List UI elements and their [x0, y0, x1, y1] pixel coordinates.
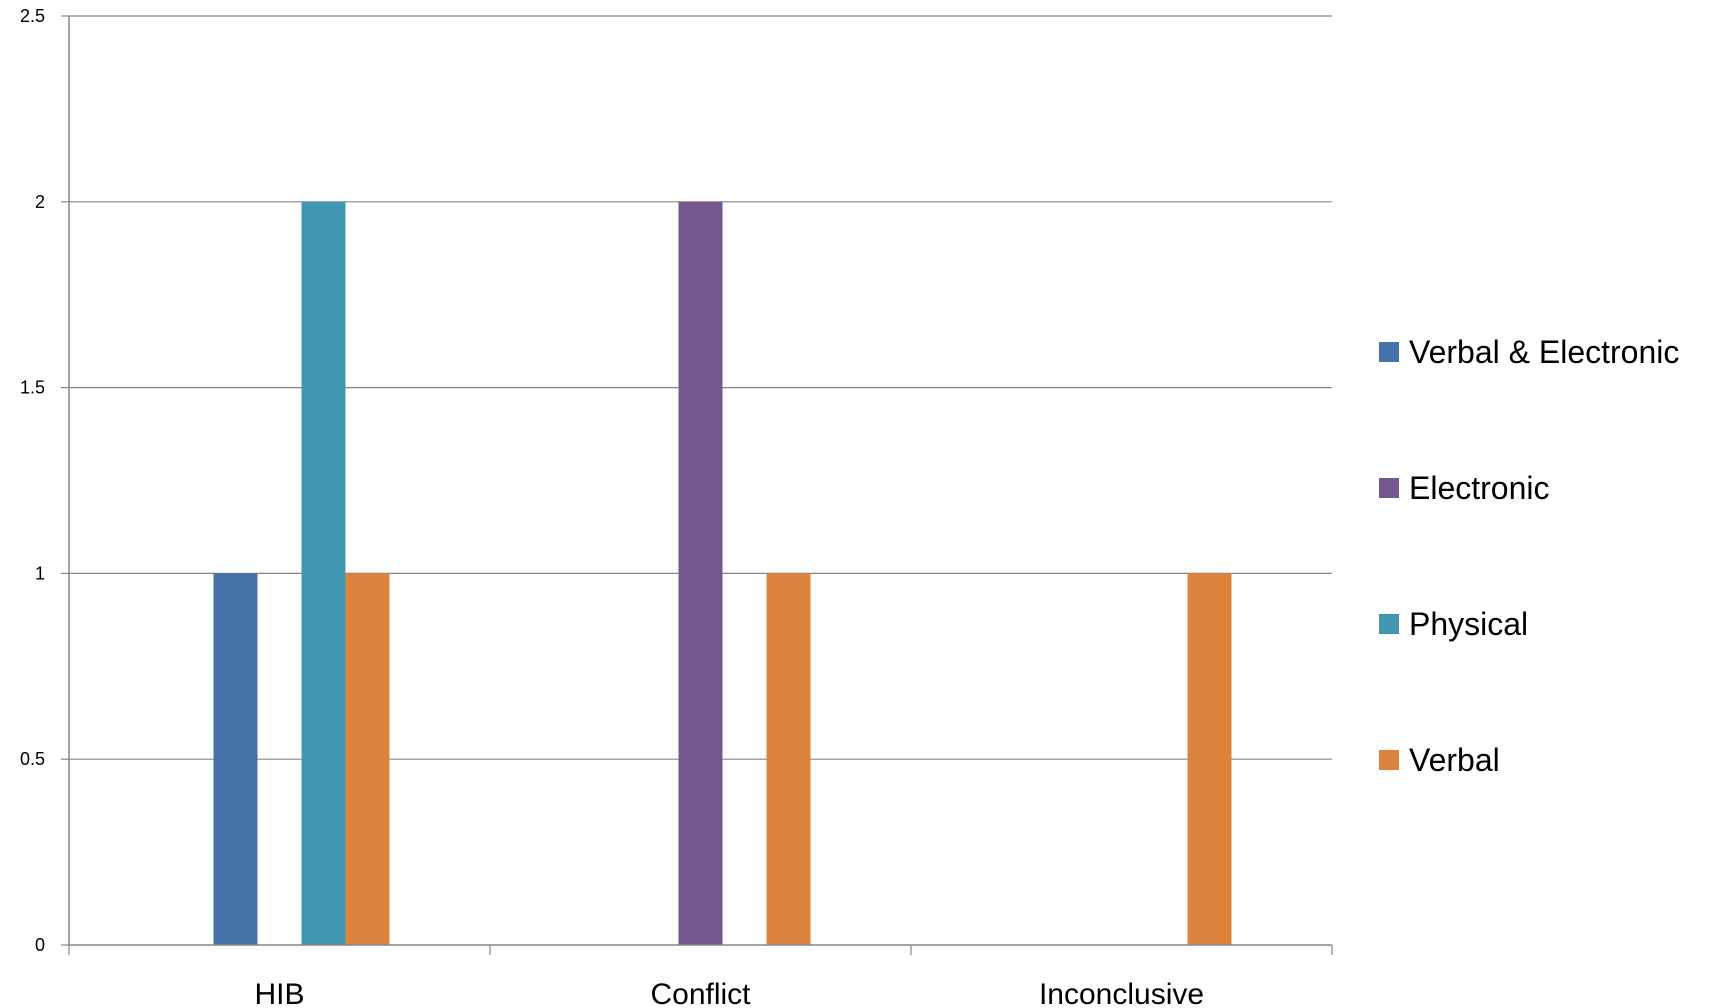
- x-tick-marks: [68, 945, 1333, 955]
- bar: [766, 573, 811, 945]
- y-tick-label: 2.5: [20, 6, 45, 26]
- bar: [301, 201, 346, 946]
- legend-label: Verbal: [1409, 742, 1500, 778]
- y-tick-label: 1.5: [20, 378, 45, 398]
- y-tick-label: 0.5: [20, 749, 45, 769]
- legend-swatch: [1379, 342, 1399, 362]
- bars: [213, 201, 1232, 946]
- axes: [68, 16, 1332, 946]
- bar: [678, 201, 723, 946]
- legend: Verbal & Electronic Electronic Physical Ver…: [1379, 334, 1679, 778]
- bar: [213, 573, 258, 945]
- legend-label: Electronic: [1409, 470, 1550, 506]
- y-tick-label: 1: [35, 563, 45, 583]
- y-tick-label: 0: [35, 935, 45, 955]
- category-label: Conflict: [650, 978, 751, 1008]
- category-label: HIB: [254, 978, 304, 1008]
- legend-label: Physical: [1409, 606, 1528, 642]
- category-labels: HIB Conflict Inconclusive: [254, 978, 1204, 1008]
- bar: [1187, 573, 1232, 945]
- y-tick-labels: 0 0.5 1 1.5 2 2.5: [20, 6, 45, 955]
- legend-swatch: [1379, 614, 1399, 634]
- legend-swatch: [1379, 750, 1399, 770]
- y-tick-label: 2: [35, 192, 45, 212]
- legend-swatch: [1379, 478, 1399, 498]
- legend-label: Verbal & Electronic: [1409, 334, 1679, 370]
- category-label: Inconclusive: [1039, 978, 1204, 1008]
- bar: [345, 573, 390, 945]
